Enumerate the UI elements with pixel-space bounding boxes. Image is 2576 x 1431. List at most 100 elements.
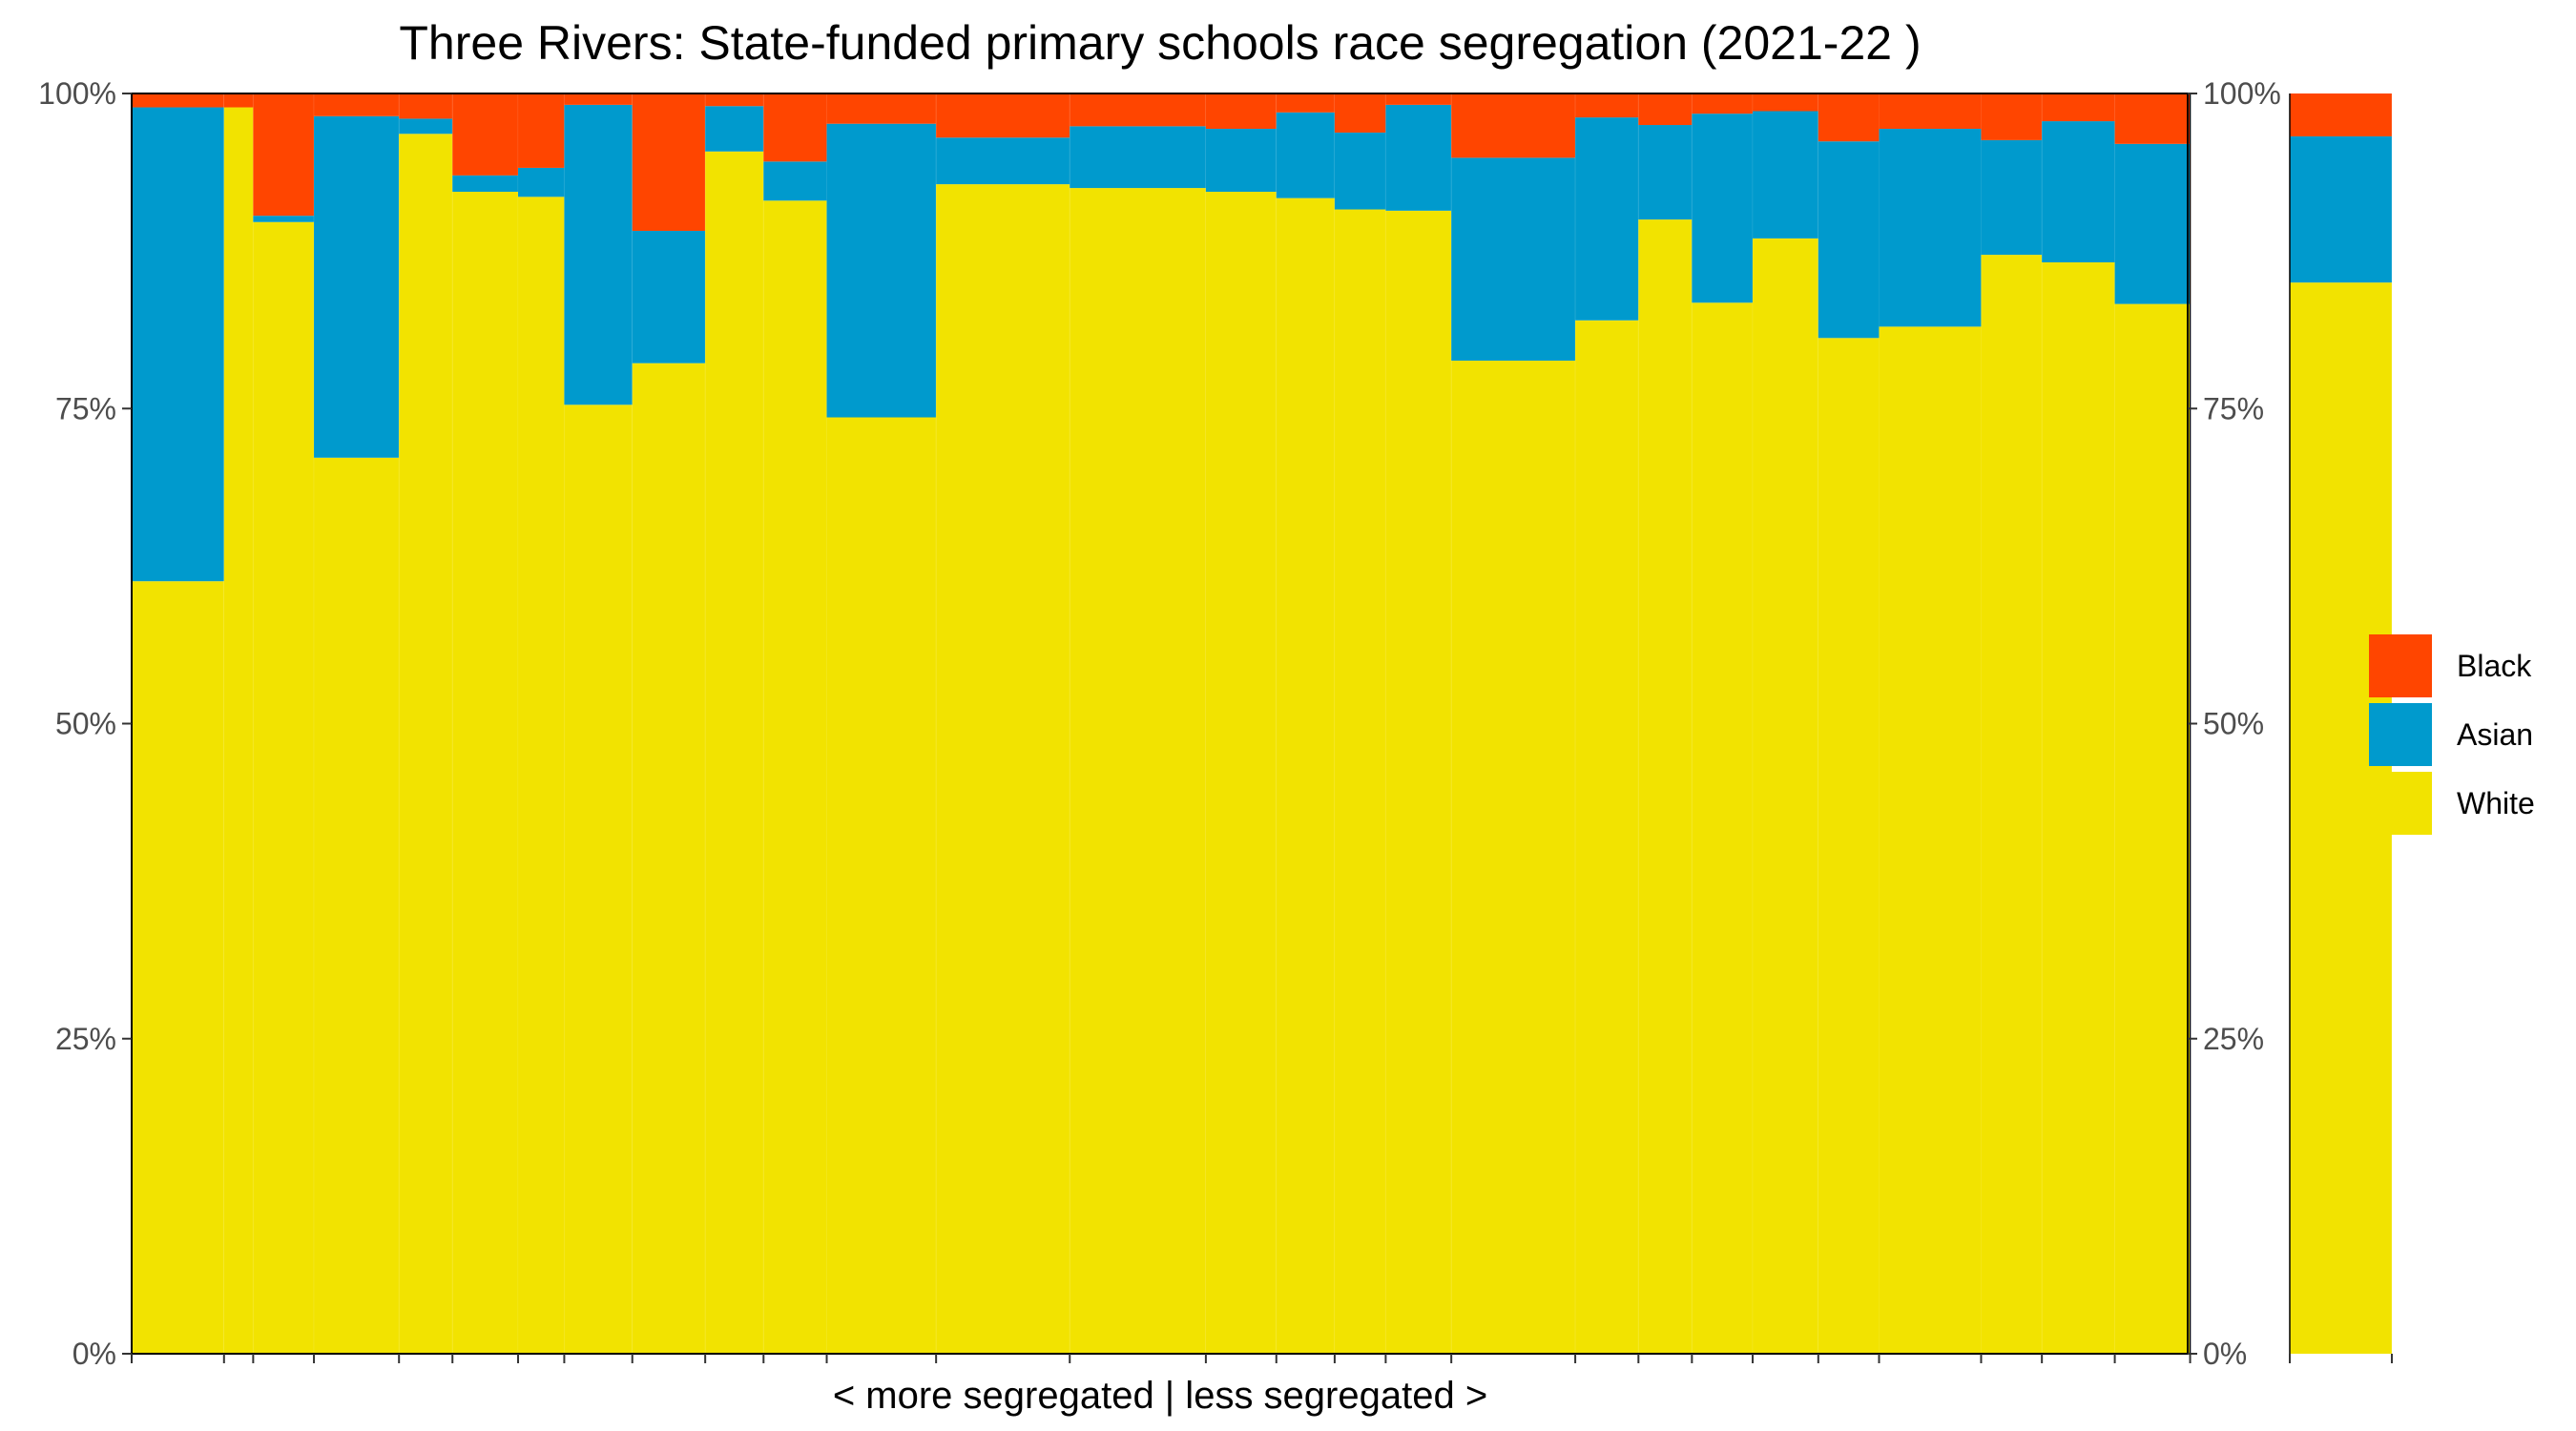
school-17-white-bar	[1334, 209, 1386, 1355]
school-24-asian-bar	[1818, 141, 1880, 339]
school-7-white-bar	[518, 197, 565, 1354]
school-1-asian-bar	[132, 107, 224, 582]
school-12-white-bar	[826, 417, 937, 1354]
school-19-black-bar	[1451, 93, 1576, 158]
school-8-asian-bar	[564, 104, 633, 405]
school-17-asian-bar	[1334, 132, 1386, 210]
y-tick-label-left: 0%	[73, 1337, 116, 1371]
school-24-black-bar	[1818, 93, 1880, 142]
school-6-black-bar	[452, 93, 519, 176]
school-13-black-bar	[936, 93, 1070, 138]
overall-asian-bar	[2289, 135, 2392, 283]
school-3-black-bar	[253, 93, 315, 217]
school-3-asian-bar	[253, 216, 315, 222]
school-16-white-bar	[1276, 197, 1335, 1354]
school-20-white-bar	[1575, 320, 1639, 1354]
school-9-black-bar	[632, 93, 706, 231]
chart-title: Three Rivers: State-funded primary schoo…	[399, 16, 1921, 70]
school-10-black-bar	[705, 93, 764, 107]
school-8-black-bar	[564, 93, 633, 105]
legend-swatch-black	[2369, 634, 2432, 697]
school-26-asian-bar	[1981, 139, 2043, 256]
school-27-asian-bar	[2042, 121, 2115, 263]
school-10-asian-bar	[705, 106, 764, 152]
y-tick-label-left: 75%	[55, 391, 116, 425]
school-26-black-bar	[1981, 93, 2043, 140]
legend-label-asian: Asian	[2457, 717, 2533, 752]
y-tick-label-right: 50%	[2203, 707, 2264, 741]
school-20-asian-bar	[1575, 117, 1639, 321]
school-27-white-bar	[2042, 262, 2115, 1354]
school-27-black-bar	[2042, 93, 2115, 122]
axes: 0% 0% 25% 25% 50% 50% 75% 75% 100% 100%	[38, 76, 2393, 1371]
school-5-black-bar	[399, 93, 453, 119]
school-7-black-bar	[518, 93, 565, 168]
legend: Black Asian White	[2369, 634, 2535, 835]
school-22-black-bar	[1692, 93, 1754, 114]
school-4-white-bar	[314, 457, 400, 1354]
school-14-black-bar	[1070, 93, 1206, 127]
school-21-asian-bar	[1638, 125, 1693, 220]
x-axis-title: < more segregated | less segregated >	[833, 1375, 1487, 1417]
legend-label-white: White	[2457, 786, 2535, 820]
school-4-black-bar	[314, 93, 400, 116]
school-5-asian-bar	[399, 118, 453, 135]
school-15-white-bar	[1205, 192, 1277, 1355]
school-1-white-bar	[132, 581, 224, 1354]
school-6-white-bar	[452, 192, 519, 1355]
school-13-asian-bar	[936, 137, 1070, 185]
school-16-asian-bar	[1276, 112, 1335, 198]
school-20-black-bar	[1575, 93, 1639, 118]
y-tick-label-left: 25%	[55, 1022, 116, 1056]
gap-column	[2190, 93, 2290, 1354]
school-4-asian-bar	[314, 115, 400, 458]
school-21-black-bar	[1638, 93, 1693, 126]
school-6-asian-bar	[452, 175, 519, 193]
school-12-asian-bar	[826, 123, 937, 418]
school-14-asian-bar	[1070, 126, 1206, 189]
school-23-asian-bar	[1753, 111, 1818, 238]
y-tick-label-left: 50%	[55, 707, 116, 741]
school-15-asian-bar	[1205, 128, 1277, 193]
school-28-white-bar	[2114, 303, 2191, 1355]
school-18-white-bar	[1385, 210, 1452, 1354]
legend-swatch-white	[2369, 772, 2432, 835]
y-tick-label-right: 25%	[2203, 1022, 2264, 1056]
school-28-black-bar	[2114, 93, 2191, 144]
y-tick-label-left: 100%	[38, 76, 116, 111]
school-3-white-bar	[253, 221, 315, 1355]
school-15-black-bar	[1205, 93, 1277, 129]
school-7-asian-bar	[518, 167, 565, 197]
y-tick-label-right: 100%	[2203, 76, 2281, 111]
school-13-white-bar	[936, 184, 1070, 1354]
school-11-asian-bar	[763, 161, 827, 201]
school-23-black-bar	[1753, 93, 1818, 112]
school-2-black-bar	[223, 93, 254, 108]
school-21-white-bar	[1638, 219, 1693, 1355]
school-19-asian-bar	[1451, 157, 1576, 362]
school-12-black-bar	[826, 93, 937, 124]
school-22-white-bar	[1692, 302, 1754, 1354]
overall-black-bar	[2289, 93, 2392, 136]
legend-label-black: Black	[2457, 649, 2532, 683]
school-1-black-bar	[132, 93, 224, 108]
school-8-white-bar	[564, 404, 633, 1354]
school-17-black-bar	[1334, 93, 1386, 133]
school-22-asian-bar	[1692, 114, 1754, 303]
school-9-white-bar	[632, 363, 706, 1355]
school-19-white-bar	[1451, 361, 1576, 1354]
school-28-asian-bar	[2114, 143, 2191, 304]
y-tick-label-right: 75%	[2203, 391, 2264, 425]
school-2-white-bar	[223, 107, 254, 1354]
school-5-white-bar	[399, 134, 453, 1355]
school-14-white-bar	[1070, 188, 1206, 1355]
school-25-white-bar	[1879, 326, 1982, 1354]
school-9-asian-bar	[632, 230, 706, 363]
school-24-white-bar	[1818, 338, 1880, 1355]
legend-swatch-asian	[2369, 703, 2432, 766]
school-18-black-bar	[1385, 93, 1452, 105]
school-16-black-bar	[1276, 93, 1335, 113]
plot-area	[132, 93, 2393, 1355]
school-11-black-bar	[763, 93, 827, 162]
